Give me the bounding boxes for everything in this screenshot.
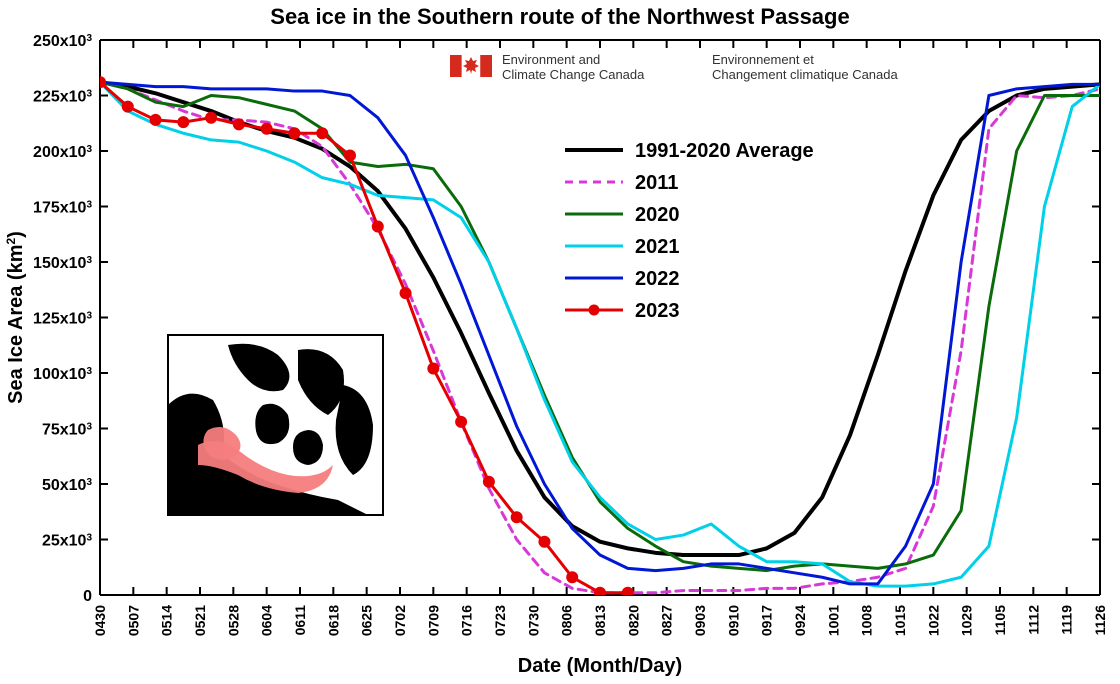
svg-text:Date (Month/Day): Date (Month/Day) (518, 655, 682, 677)
svg-text:0528: 0528 (225, 605, 241, 636)
svg-text:75x103: 75x103 (42, 421, 93, 439)
svg-text:125x103: 125x103 (33, 310, 92, 328)
svg-text:250x103: 250x103 (33, 33, 92, 51)
svg-text:0820: 0820 (625, 605, 641, 636)
svg-text:0723: 0723 (492, 605, 508, 636)
svg-text:0618: 0618 (325, 605, 341, 636)
svg-text:0430: 0430 (92, 605, 108, 636)
svg-text:0827: 0827 (659, 605, 675, 636)
svg-text:150x103: 150x103 (33, 255, 92, 273)
svg-text:200x103: 200x103 (33, 144, 92, 162)
svg-text:1112: 1112 (1025, 605, 1041, 635)
svg-text:Climate Change Canada: Climate Change Canada (502, 67, 645, 82)
svg-text:0611: 0611 (292, 605, 308, 636)
svg-text:1008: 1008 (859, 605, 875, 636)
svg-text:0625: 0625 (359, 605, 375, 636)
svg-text:0917: 0917 (759, 605, 775, 636)
svg-text:1105: 1105 (992, 605, 1008, 636)
svg-text:0813: 0813 (592, 605, 608, 636)
svg-text:0514: 0514 (159, 605, 175, 636)
svg-text:25x103: 25x103 (42, 532, 93, 550)
svg-text:1991-2020 Average: 1991-2020 Average (635, 140, 814, 162)
svg-text:2021: 2021 (635, 236, 680, 258)
svg-text:Sea Ice Area (km2): Sea Ice Area (km2) (4, 231, 27, 404)
svg-text:0910: 0910 (725, 605, 741, 636)
svg-text:1119: 1119 (1059, 605, 1075, 635)
chart-svg: Sea ice in the Southern route of the Nor… (0, 0, 1120, 684)
svg-text:0730: 0730 (525, 605, 541, 636)
svg-text:2020: 2020 (635, 204, 680, 226)
svg-text:0716: 0716 (459, 605, 475, 636)
svg-text:50x103: 50x103 (42, 477, 93, 495)
chart-container: Sea ice in the Southern route of the Nor… (0, 0, 1120, 684)
svg-text:Environnement et: Environnement et (712, 52, 814, 67)
svg-text:1022: 1022 (925, 605, 941, 636)
svg-text:0806: 0806 (559, 605, 575, 636)
svg-text:Environment and: Environment and (502, 52, 600, 67)
svg-text:2011: 2011 (635, 172, 678, 194)
svg-text:1029: 1029 (959, 605, 975, 636)
svg-text:Changement climatique Canada: Changement climatique Canada (712, 67, 898, 82)
svg-text:0702: 0702 (392, 605, 408, 636)
svg-text:0521: 0521 (192, 605, 208, 636)
svg-text:2023: 2023 (635, 300, 680, 322)
inset-map (168, 335, 383, 515)
svg-text:0903: 0903 (692, 605, 708, 636)
svg-text:1015: 1015 (892, 605, 908, 636)
svg-text:0507: 0507 (125, 605, 141, 636)
svg-text:100x103: 100x103 (33, 366, 92, 384)
svg-text:225x103: 225x103 (33, 88, 92, 106)
svg-text:1126: 1126 (1092, 605, 1108, 636)
svg-text:2022: 2022 (635, 268, 680, 290)
svg-text:0604: 0604 (259, 605, 275, 636)
svg-text:0: 0 (83, 588, 92, 605)
svg-text:175x103: 175x103 (33, 199, 92, 217)
svg-text:0924: 0924 (792, 605, 808, 636)
svg-text:1001: 1001 (825, 605, 841, 636)
svg-text:0709: 0709 (425, 605, 441, 636)
svg-text:Sea ice in the Southern route: Sea ice in the Southern route of the Nor… (270, 4, 849, 29)
